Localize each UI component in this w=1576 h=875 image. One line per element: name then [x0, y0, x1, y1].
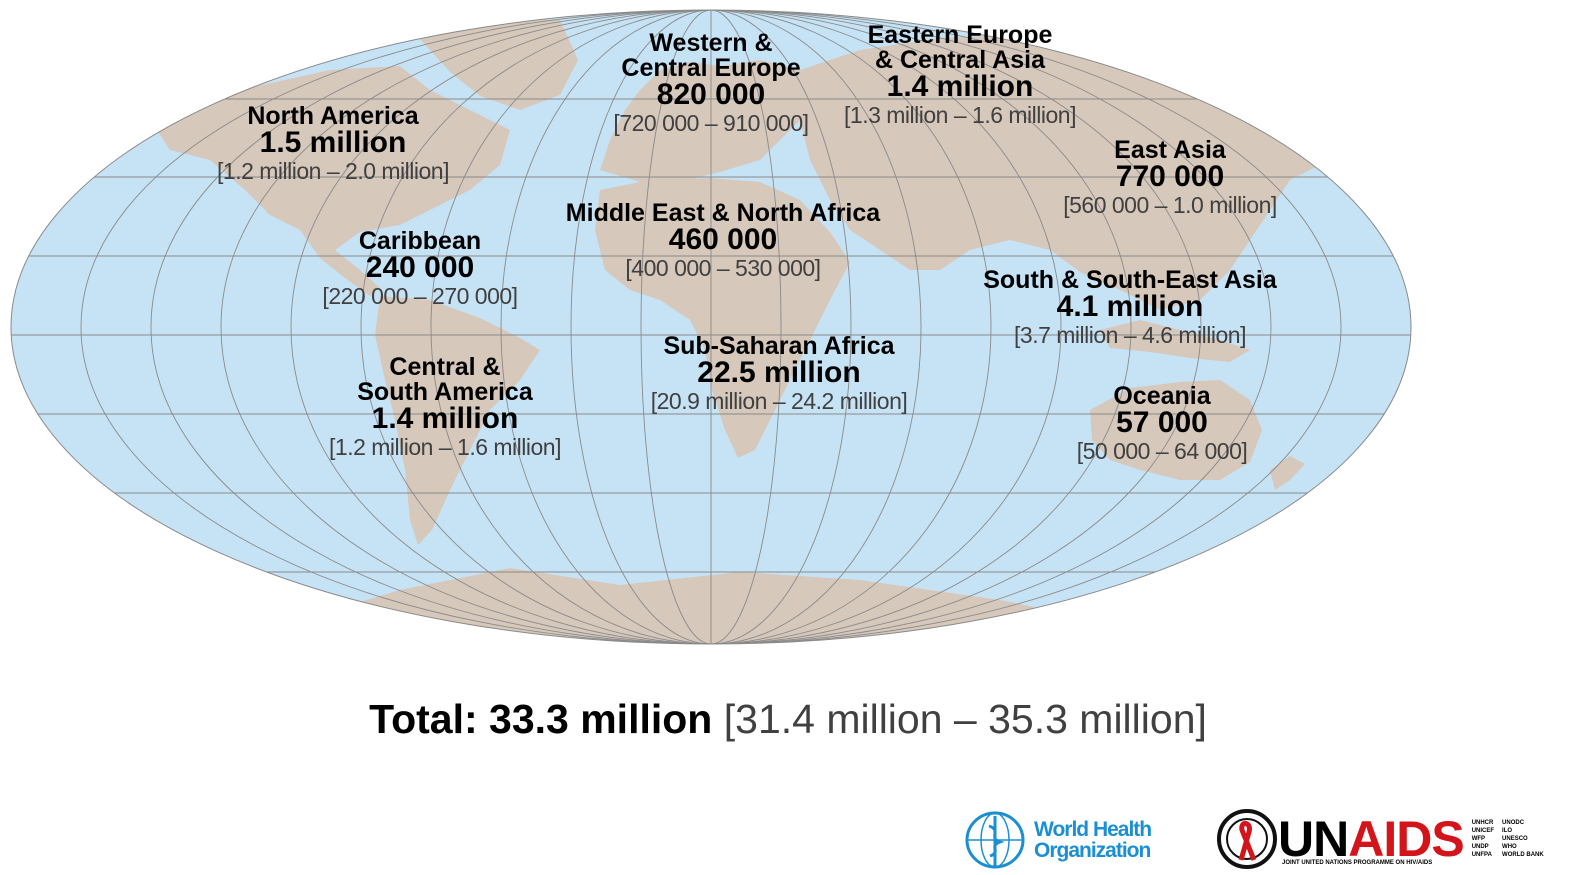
- who-emblem-icon: [965, 811, 1025, 869]
- cosponsor-a-3: UNDP: [1471, 844, 1489, 850]
- region-value: 460 000: [668, 223, 778, 256]
- region-label: East Asia 770 000 [560 000 – 1.0 million]: [1063, 138, 1277, 220]
- south-america-landmass: [375, 296, 540, 545]
- region-name: North America: [247, 102, 419, 130]
- region-value: 22.5 million: [697, 356, 861, 389]
- region-name: Western &: [649, 29, 773, 57]
- region-name: Central &: [389, 353, 501, 381]
- region-range: [20.9 million – 24.2 million]: [650, 388, 908, 414]
- region-name: Caribbean: [358, 227, 482, 255]
- unaids-word-aids: AIDS: [1348, 811, 1464, 867]
- region-name: Eastern Europe: [867, 21, 1053, 49]
- region-name: Central Europe: [621, 54, 801, 82]
- region-label: South & South-East Asia 4.1 million [3.7 m…: [983, 268, 1277, 350]
- region-name: Middle East & North Africa: [565, 199, 881, 227]
- cosponsor-a-1: UNICEF: [1471, 828, 1495, 834]
- region-label: Oceania 57 000 [50 000 – 64 000]: [1077, 384, 1248, 466]
- total-range: [31.4 million – 35.3 million]: [723, 696, 1207, 742]
- cosponsor-b-3: WHO: [1502, 844, 1517, 850]
- who-line1: World Health: [1034, 818, 1152, 841]
- region-name: Oceania: [1113, 382, 1211, 410]
- region-label: Western & Central Europe 820 000 [720 000 –…: [613, 29, 809, 138]
- unaids-word-un: UN: [1278, 811, 1349, 867]
- cosponsor-a-2: WFP: [1471, 836, 1486, 842]
- region-range: [1.2 million – 2.0 million]: [217, 158, 449, 184]
- region-range: [3.7 million – 4.6 million]: [1014, 322, 1246, 348]
- region-value: 770 000: [1115, 160, 1225, 193]
- region-label: Middle East & North Africa 460 000 [400 00…: [566, 201, 880, 283]
- cosponsor-b-0: UNODC: [1502, 820, 1525, 826]
- region-name: South America: [357, 378, 533, 406]
- region-label: Eastern Europe & Central Asia 1.4 million[…: [844, 23, 1076, 130]
- region-name: & Central Asia: [875, 46, 1045, 74]
- region-value: 57 000: [1116, 406, 1208, 439]
- cosponsor-a-0: UNHCR: [1471, 820, 1494, 826]
- total-value: Total: 33.3 million: [369, 696, 713, 742]
- region-value: 1.5 million: [259, 126, 407, 159]
- region-range: [1.2 million – 1.6 million]: [329, 434, 561, 460]
- region-value: 1.4 million: [371, 402, 519, 435]
- who-logo: World Health Organization: [962, 810, 1152, 870]
- africa-landmass: [595, 178, 850, 458]
- region-label: Caribbean 240 000 [220 000 – 270 000]: [322, 227, 518, 311]
- world-map: North America 1.5 million [1.2 million – 2…: [10, 9, 1412, 645]
- total-line: Total: 33.3 million [31.4 million – 35.3…: [0, 696, 1576, 743]
- australia-landmass: [1090, 380, 1262, 480]
- indonesia-landmass: [1100, 320, 1250, 362]
- unaids-subtitle: JOINT UNITED NATIONS PROGRAMME ON HIV/AI…: [1282, 860, 1433, 866]
- cosponsor-list-a: UNHCR UNICEF WFP UNDP UNFPA: [1472, 819, 1494, 859]
- unaids-wordmark: UNAIDS: [1278, 811, 1465, 867]
- antarctica-landmass: [300, 568, 1200, 644]
- region-value: 1.4 million: [886, 70, 1034, 103]
- region-name: South & South-East Asia: [983, 266, 1277, 294]
- region-range: [720 000 – 910 000]: [613, 110, 809, 136]
- world-map-projection: [10, 9, 1412, 645]
- unaids-logo: UNAIDS JOINT UNITED NATIONS PROGRAMME ON…: [1216, 808, 1544, 870]
- cosponsor-b-1: ILO: [1502, 828, 1513, 834]
- cosponsor-b-4: WORLD BANK: [1502, 852, 1544, 858]
- region-value: 4.1 million: [1056, 290, 1204, 323]
- region-name: Sub-Saharan Africa: [663, 332, 895, 360]
- who-line2: Organization: [1034, 839, 1151, 862]
- region-range: [400 000 – 530 000]: [625, 255, 821, 281]
- central-america-landmass: [300, 230, 380, 296]
- region-name: East Asia: [1114, 136, 1226, 164]
- region-range: [1.3 million – 1.6 million]: [844, 102, 1076, 128]
- cosponsor-list-b: UNODC ILO UNESCO WHO WORLD BANK: [1502, 819, 1544, 859]
- cosponsor-b-2: UNESCO: [1502, 836, 1528, 842]
- region-value: 820 000: [656, 78, 766, 111]
- region-range: [560 000 – 1.0 million]: [1063, 192, 1277, 218]
- region-label: Sub-Saharan Africa 22.5 million [20.9 mill…: [651, 334, 908, 416]
- region-range: [50 000 – 64 000]: [1076, 438, 1248, 464]
- greenland-landmass: [410, 18, 578, 110]
- region-label: North America 1.5 million [1.2 million – 2…: [217, 104, 449, 186]
- region-range: [220 000 – 270 000]: [322, 283, 518, 309]
- cosponsor-a-4: UNFPA: [1471, 852, 1492, 858]
- region-label: Central & South America 1.4 million [1.2 mi…: [329, 355, 561, 462]
- unaids-emblem-icon: [1217, 809, 1277, 869]
- north-america-landmass: [150, 66, 510, 250]
- region-value: 240 000: [365, 251, 475, 284]
